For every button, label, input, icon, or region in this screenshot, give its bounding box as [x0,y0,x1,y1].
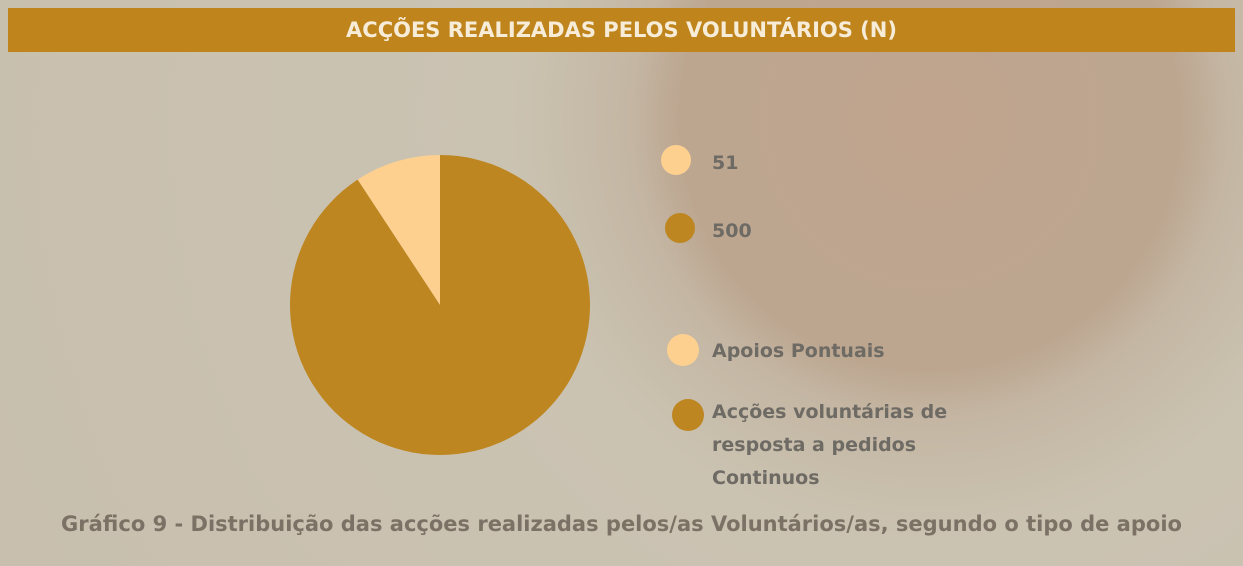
pie-slice [289,155,590,455]
legend-swatch [665,213,695,243]
legend-swatch [672,399,704,431]
legend-label: Apoios Pontuais [712,340,885,362]
legend-swatch [667,334,699,366]
caption: Gráfico 9 - Distribuição das acções real… [61,512,1182,536]
legend-value: 500 [712,220,752,242]
legend-value: 51 [712,152,739,174]
legend-label: Acções voluntárias de resposta a pedidos… [712,401,948,489]
legend-swatch [661,145,691,175]
pie-slice [357,155,440,305]
chart-title: ACÇÕES REALIZADAS PELOS VOLUNTÁRIOS (N) [8,8,1235,52]
